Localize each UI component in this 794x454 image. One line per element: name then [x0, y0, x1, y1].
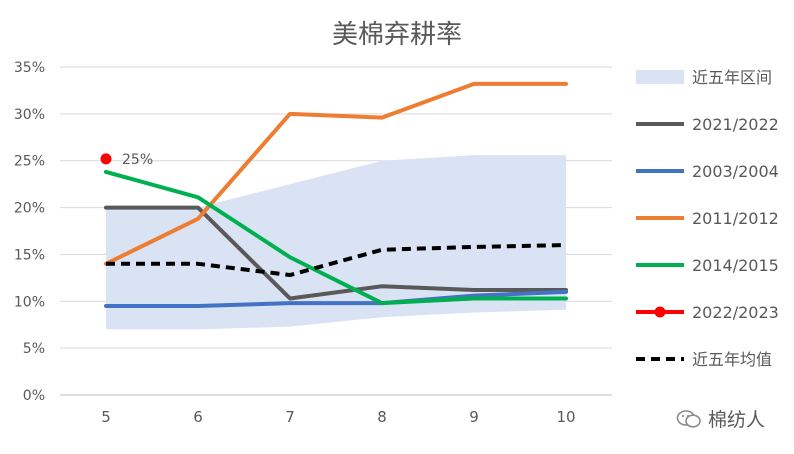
legend-item: 2014/2015 — [636, 256, 779, 275]
legend-label: 近五年区间 — [692, 68, 772, 87]
x-tick-label: 5 — [101, 408, 111, 426]
y-tick-label: 20% — [14, 201, 45, 217]
legend-label: 2022/2023 — [692, 303, 779, 322]
x-tick-label: 7 — [285, 408, 295, 426]
y-tick-label: 5% — [23, 341, 45, 357]
y-tick-label: 30% — [14, 107, 45, 123]
legend-item: 近五年均值 — [636, 350, 772, 369]
watermark: 棉纺人 — [676, 405, 765, 432]
data-point-2022-2023 — [100, 153, 112, 165]
legend-label: 2021/2022 — [692, 115, 779, 134]
y-tick-label: 0% — [23, 388, 45, 404]
series-line------ — [106, 243, 567, 278]
x-tick-label: 6 — [193, 408, 203, 426]
series-line-2021-2022 — [104, 205, 568, 301]
x-tick-label: 9 — [469, 408, 479, 426]
wechat-icon — [676, 409, 701, 428]
legend-item: 近五年区间 — [636, 68, 772, 87]
legend-item: 2021/2022 — [636, 115, 779, 134]
legend-label: 2011/2012 — [692, 209, 779, 228]
range-band — [106, 155, 566, 330]
legend-item: 2011/2012 — [636, 209, 779, 228]
data-label: 25% — [122, 152, 153, 168]
y-tick-label: 10% — [14, 294, 45, 310]
series-line-2011-2012 — [104, 81, 568, 266]
legend-item: 2022/2023 — [636, 303, 779, 322]
series-line-2014-2015 — [104, 169, 568, 306]
legend-label: 2014/2015 — [692, 256, 779, 275]
legend-marker — [654, 306, 666, 318]
legend-label: 2003/2004 — [692, 162, 779, 181]
legend-item: 2003/2004 — [636, 162, 779, 181]
series-line-2003-2004 — [104, 289, 568, 308]
watermark-text: 棉纺人 — [708, 409, 766, 431]
y-tick-label: 15% — [14, 247, 45, 263]
legend-label: 近五年均值 — [692, 350, 772, 369]
chart-title: 美棉弃耕率 — [331, 20, 462, 50]
y-tick-label: 35% — [14, 60, 45, 76]
legend-swatch — [636, 70, 684, 84]
x-tick-label: 10 — [556, 408, 575, 426]
x-tick-label: 8 — [377, 408, 387, 426]
y-tick-label: 25% — [14, 154, 45, 170]
